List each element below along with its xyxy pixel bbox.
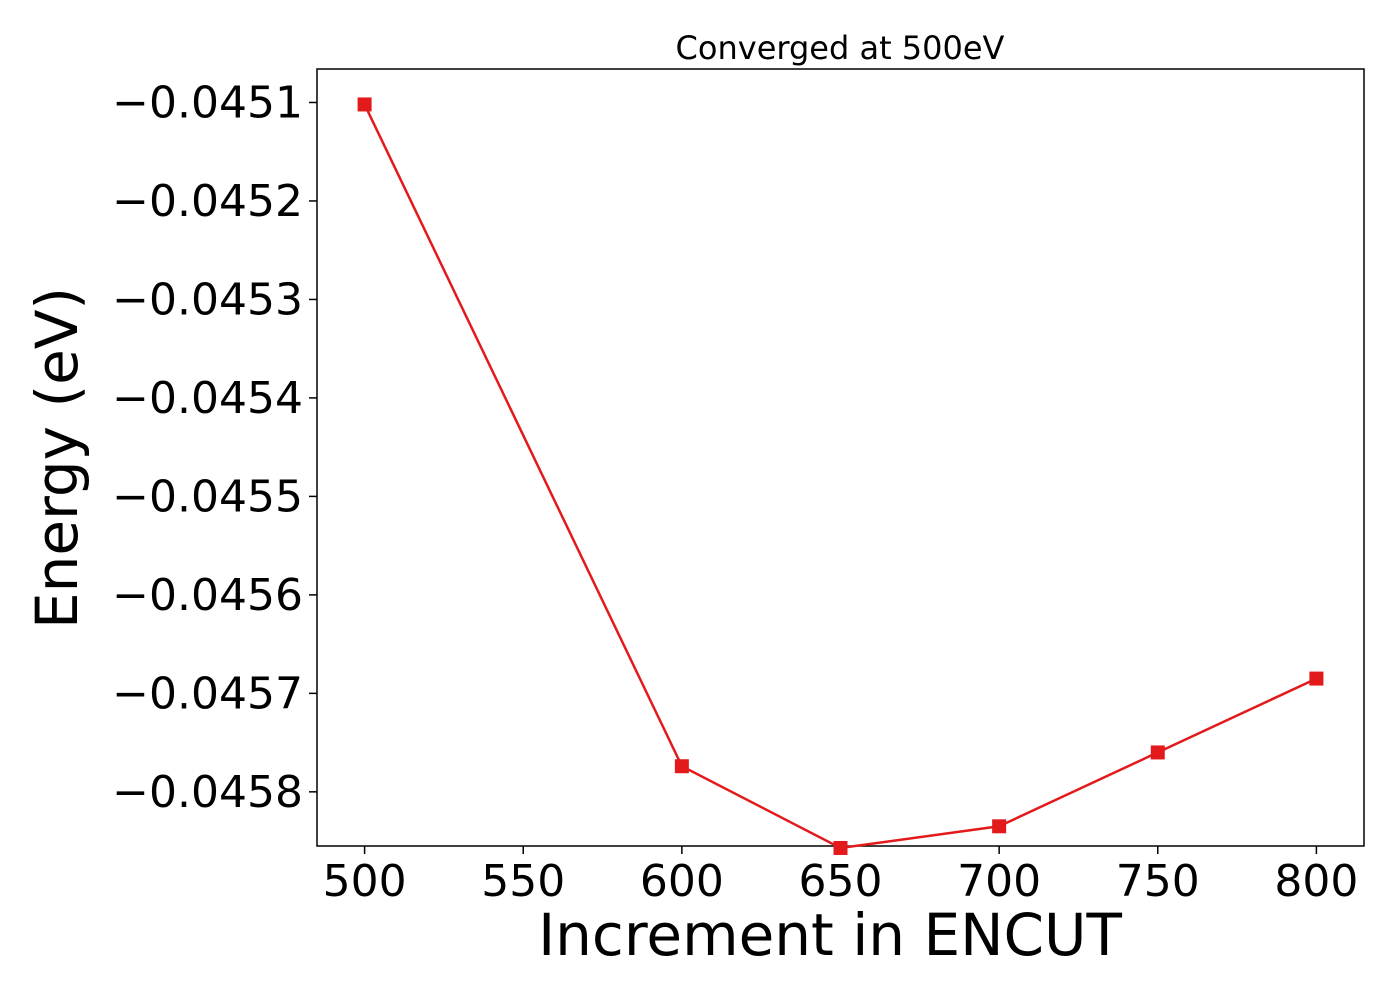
y-tick-label: −0.0455	[112, 471, 303, 522]
data-point	[674, 759, 689, 774]
y-tick-label: −0.0458	[112, 767, 303, 818]
data-point	[833, 840, 848, 855]
x-axis: 500 550 600 650 700 750 800	[323, 846, 1358, 907]
x-tick-label: 650	[799, 856, 883, 907]
data-point	[357, 97, 372, 112]
y-tick-label: −0.0454	[112, 373, 303, 424]
x-tick-label: 750	[1116, 856, 1200, 907]
x-tick-label: 800	[1274, 856, 1358, 907]
y-axis: −0.0451 −0.0452 −0.0453 −0.0454 −0.0455 −0.04…	[112, 77, 317, 818]
series-line	[363, 103, 1317, 850]
x-tick-label: 500	[323, 856, 407, 907]
chart-title: Converged at 500eV	[676, 29, 1005, 67]
y-tick-label: −0.0452	[112, 176, 303, 227]
x-axis-title: Increment in ENCUT	[538, 901, 1122, 969]
x-tick-label: 600	[640, 856, 724, 907]
y-tick-label: −0.0456	[112, 570, 303, 621]
y-axis-title: Energy (eV)	[23, 287, 91, 629]
data-point	[1309, 671, 1324, 686]
y-tick-label: −0.0453	[112, 274, 303, 325]
data-point	[992, 819, 1007, 834]
y-tick-label: −0.0457	[112, 668, 303, 719]
data-point	[1150, 745, 1165, 760]
x-tick-label: 700	[957, 856, 1041, 907]
x-tick-label: 550	[481, 856, 565, 907]
y-tick-label: −0.0451	[112, 77, 303, 128]
series-layer	[357, 97, 1324, 855]
